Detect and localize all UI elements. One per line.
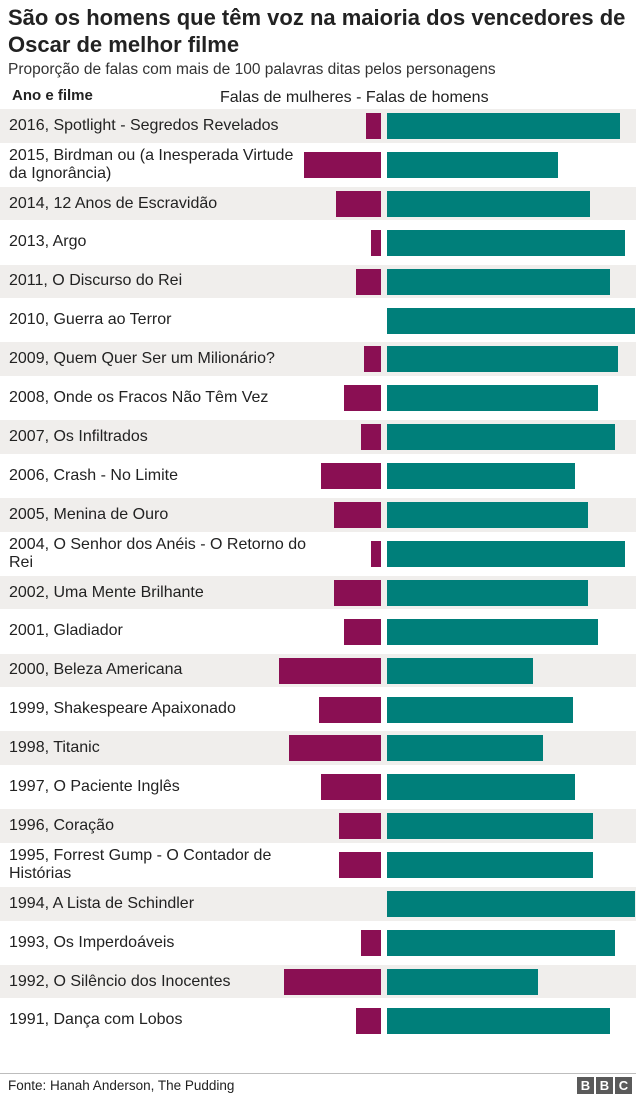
column-header-speech: Falas de mulheres - Falas de homens [220, 89, 489, 106]
bbc-logo: B B C [577, 1077, 632, 1094]
bar-women-speech [338, 852, 381, 879]
film-label: 1996, Coração [9, 816, 114, 834]
source-note: Fonte: Hanah Anderson, The Pudding [8, 1078, 235, 1093]
bar-women-speech [336, 190, 381, 217]
film-label: 2009, Quem Quer Ser um Milionário? [9, 350, 275, 368]
bar-men-speech [387, 346, 618, 373]
bar-women-speech [338, 813, 381, 840]
film-label: 2004, O Senhor dos Anéis - O Retorno do … [9, 535, 307, 571]
film-label: 2002, Uma Mente Brilhante [9, 583, 204, 601]
bbc-logo-letter: B [596, 1077, 613, 1094]
bar-men-speech [387, 579, 588, 606]
bar-men-speech [387, 1007, 611, 1034]
bar-men-speech [387, 113, 621, 139]
film-label: 2008, Onde os Fracos Não Têm Vez [9, 389, 269, 407]
film-label: 1999, Shakespeare Apaixonado [9, 700, 236, 718]
bar-men-speech [387, 929, 616, 956]
bar-men-speech [387, 540, 626, 567]
bar-women-speech [366, 113, 381, 139]
bar-women-speech [333, 502, 381, 528]
footer-divider [0, 1073, 636, 1074]
film-label: 1997, O Paciente Inglês [9, 778, 180, 796]
bar-women-speech [363, 346, 381, 373]
bar-women-speech [284, 968, 381, 995]
film-label: 2011, O Discurso do Rei [9, 272, 183, 290]
film-label: 2006, Crash - No Limite [9, 466, 178, 484]
film-label: 1995, Forrest Gump - O Contador de Histó… [9, 846, 272, 882]
film-label: 2010, Guerra ao Terror [9, 311, 172, 329]
bar-men-speech [387, 151, 559, 178]
column-header-film: Ano e filme [12, 87, 93, 104]
bar-women-speech [356, 1007, 381, 1034]
bar-women-speech [361, 929, 381, 956]
film-label: 2005, Menina de Ouro [9, 505, 169, 523]
bar-men-speech [387, 852, 593, 879]
bar-women-speech [304, 151, 381, 178]
bbc-logo-letter: B [577, 1077, 594, 1094]
bar-women-speech [371, 229, 381, 256]
bar-women-speech [371, 540, 381, 567]
bar-men-speech [387, 424, 616, 451]
film-label: 1991, Dança com Lobos [9, 1011, 183, 1029]
film-label: 1994, A Lista de Schindler [9, 894, 195, 912]
bar-men-speech [387, 696, 573, 723]
film-label: 2001, Gladiador [9, 622, 123, 640]
bar-women-speech [333, 579, 381, 606]
bar-women-speech [356, 268, 381, 295]
bar-men-speech [387, 229, 626, 256]
film-label: 2016, Spotlight - Segredos Revelados [9, 116, 279, 134]
bar-men-speech [387, 190, 591, 217]
bar-men-speech [387, 268, 611, 295]
film-label: 2007, Os Infiltrados [9, 427, 148, 445]
bar-women-speech [289, 735, 381, 762]
bar-women-speech [343, 385, 381, 412]
bar-women-speech [319, 696, 381, 723]
bar-men-speech [387, 968, 539, 995]
bar-men-speech [387, 463, 576, 490]
film-label: 2015, Birdman ou (a Inesperada Virtude d… [9, 146, 294, 182]
bar-women-speech [279, 657, 381, 684]
bar-women-speech [361, 424, 381, 451]
bar-men-speech [387, 307, 635, 334]
bar-women-speech [321, 463, 381, 490]
film-label: 2013, Argo [9, 233, 87, 251]
bar-men-speech [387, 735, 544, 762]
chart-title: São os homens que têm voz na maioria dos… [8, 5, 626, 57]
film-label: 1993, Os Imperdoáveis [9, 933, 175, 951]
bar-men-speech [387, 774, 576, 801]
bbc-logo-letter: C [615, 1077, 632, 1094]
bar-men-speech [387, 813, 593, 840]
film-label: 2000, Beleza Americana [9, 661, 183, 679]
bar-women-speech [343, 618, 381, 645]
chart-subtitle: Proporção de falas com mais de 100 palav… [8, 61, 496, 78]
bar-men-speech [387, 891, 635, 917]
bar-men-speech [387, 618, 598, 645]
bar-men-speech [387, 385, 598, 412]
bar-women-speech [321, 774, 381, 801]
chart-rows: 2016, Spotlight - Segredos Revelados 2015… [0, 109, 636, 1034]
film-label: 1998, Titanic [9, 739, 100, 757]
bar-men-speech [387, 502, 588, 528]
bar-men-speech [387, 657, 534, 684]
film-label: 2014, 12 Anos de Escravidão [9, 194, 218, 212]
film-label: 1992, O Silêncio dos Inocentes [9, 972, 231, 990]
